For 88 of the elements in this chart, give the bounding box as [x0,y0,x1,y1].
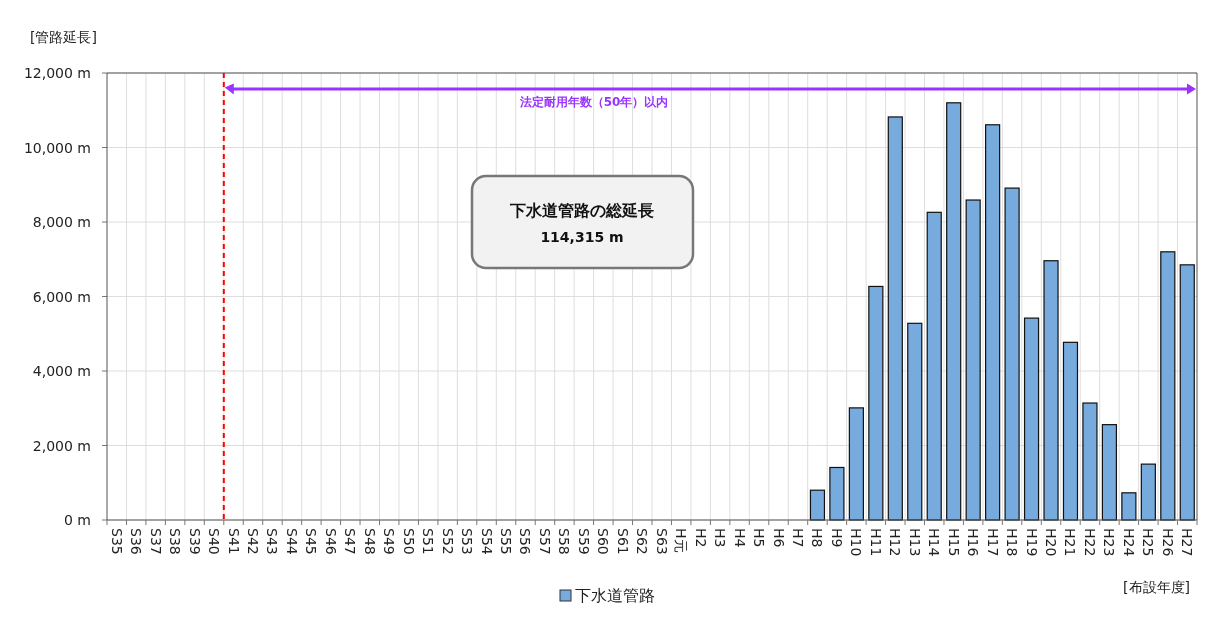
x-tick-label: H元 [673,528,690,553]
x-tick-label: H10 [848,528,865,557]
x-tick-label: H17 [984,528,1001,557]
bar [868,285,884,521]
x-tick-label: H26 [1159,528,1176,557]
bar [1023,317,1040,521]
y-tick-label: 4,000 m [32,363,91,379]
y-tick-label: 8,000 m [32,214,91,230]
x-tick-label: S61 [614,528,631,555]
x-tick-label: S43 [264,528,281,555]
bar [887,116,903,521]
bar [1082,402,1098,521]
x-tick-label: H24 [1120,528,1137,557]
bar [1101,424,1118,521]
x-tick-label: H21 [1062,528,1079,557]
x-tick-label: H25 [1140,528,1157,557]
annotation: 下水道管路の総延長 114,315 m [509,201,654,245]
bar [1121,492,1137,521]
x-tick-label: S48 [361,528,378,555]
x-tick-label: H5 [751,528,768,548]
x-tick-label: H12 [887,528,904,557]
x-tick-label: H20 [1043,528,1060,557]
x-tick-label: S35 [108,528,125,555]
x-tick-label: S36 [128,528,145,555]
x-tick-label: H8 [809,528,826,548]
x-tick-label: S57 [536,528,553,555]
x-tick-label: S37 [147,528,164,555]
x-tick-label: S38 [167,528,184,555]
x-tick-label: H22 [1081,528,1098,557]
x-tick-label: H3 [712,528,729,548]
x-tick-label: H19 [1023,528,1040,557]
x-tick-label: H13 [906,528,923,557]
annotation: 法定耐用年数（50年）以内 [518,95,669,109]
x-tick-label: S39 [186,528,203,555]
x-tick-label: S47 [342,528,359,555]
x-tick-label: H11 [867,528,884,557]
y-tick-label: 0 m [64,512,91,528]
bar [985,124,1001,521]
bar [1140,463,1156,521]
bar [965,199,981,521]
y-tick-label: 10,000 m [23,139,91,156]
x-tick-label: S46 [322,528,339,555]
x-tick-label: H4 [731,528,748,548]
x-tick-label: H7 [789,528,806,548]
x-tick-label: S49 [381,528,398,555]
x-tick-label: S41 [225,528,242,555]
y-tick-label: 12,000 m [23,65,91,81]
x-tick-label: H27 [1179,528,1196,557]
x-tick-label: S44 [283,528,300,555]
legend-label: 下水道管路 [575,586,655,605]
x-tick-label: S53 [459,528,476,555]
bar [1004,187,1020,521]
x-tick-label: S59 [575,528,592,555]
x-tick-label: S52 [439,528,456,555]
x-tick-label: S55 [498,528,515,555]
bar [1043,260,1059,521]
x-tick-label: H6 [770,528,787,548]
x-tick-label: S42 [244,528,261,555]
bar [1179,264,1195,521]
x-tick-label: S50 [400,528,417,555]
y-tick-label: 6,000 m [32,288,91,305]
x-tick-label: S51 [420,528,437,555]
x-tick-label: H9 [828,528,845,548]
x-tick-label: H16 [965,528,982,557]
x-tick-label: H14 [926,528,943,557]
x-tick-label: S63 [653,528,670,555]
x-tick-label: H18 [1004,528,1021,557]
x-tick-label: S45 [303,528,320,555]
bar [848,407,864,521]
bar [946,102,962,521]
bar [1160,251,1176,521]
bar [1062,341,1079,521]
x-tick-label: H2 [692,528,709,548]
x-tick-label: H15 [945,528,962,557]
x-axis-title: [布設年度] [1123,579,1190,595]
x-tick-label: S60 [595,528,612,555]
x-tick-label: S56 [517,528,534,555]
y-tick-label: 2,000 m [32,437,91,454]
bar [829,466,845,521]
x-tick-label: S62 [634,528,651,555]
y-axis-title: [管路延長] [30,29,97,45]
bar [926,211,942,521]
x-tick-label: S40 [206,528,223,555]
x-tick-label: S58 [556,528,573,555]
x-tick-label: H23 [1101,528,1118,557]
bar [809,489,826,521]
x-tick-label: S54 [478,528,495,555]
bar [907,322,923,521]
